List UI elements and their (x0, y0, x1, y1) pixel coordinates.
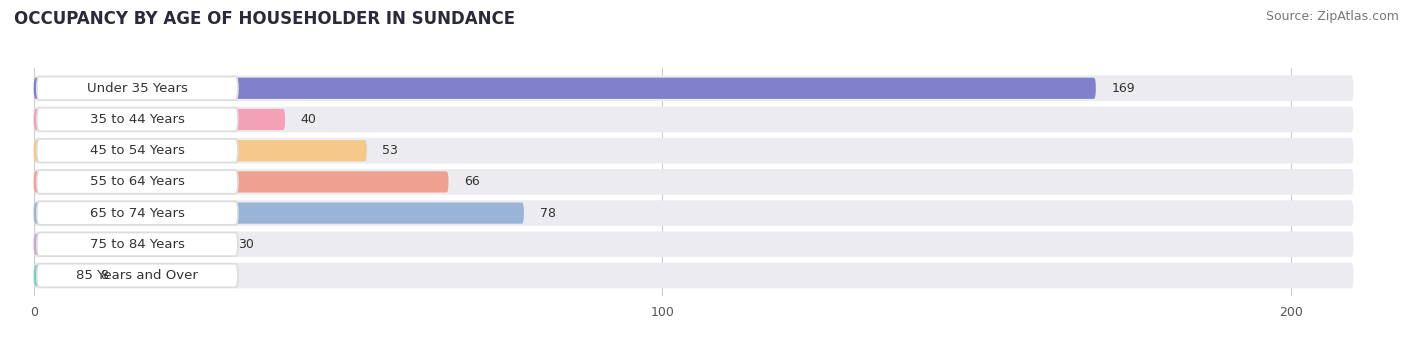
Text: 66: 66 (464, 175, 479, 188)
FancyBboxPatch shape (34, 171, 449, 192)
Text: 8: 8 (100, 269, 108, 282)
Text: 45 to 54 Years: 45 to 54 Years (90, 144, 184, 157)
FancyBboxPatch shape (37, 233, 238, 256)
FancyBboxPatch shape (37, 139, 238, 163)
FancyBboxPatch shape (34, 109, 285, 130)
FancyBboxPatch shape (34, 265, 84, 286)
Text: OCCUPANCY BY AGE OF HOUSEHOLDER IN SUNDANCE: OCCUPANCY BY AGE OF HOUSEHOLDER IN SUNDA… (14, 10, 515, 28)
FancyBboxPatch shape (34, 169, 1354, 195)
Text: 35 to 44 Years: 35 to 44 Years (90, 113, 184, 126)
Text: 85 Years and Over: 85 Years and Over (76, 269, 198, 282)
FancyBboxPatch shape (37, 264, 238, 287)
FancyBboxPatch shape (34, 234, 222, 255)
FancyBboxPatch shape (34, 138, 1354, 164)
FancyBboxPatch shape (34, 140, 367, 161)
FancyBboxPatch shape (37, 201, 238, 225)
Text: 78: 78 (540, 207, 555, 220)
Text: Under 35 Years: Under 35 Years (87, 82, 188, 95)
FancyBboxPatch shape (37, 76, 238, 100)
FancyBboxPatch shape (37, 170, 238, 194)
Text: 65 to 74 Years: 65 to 74 Years (90, 207, 184, 220)
FancyBboxPatch shape (34, 203, 524, 224)
FancyBboxPatch shape (34, 107, 1354, 132)
FancyBboxPatch shape (34, 263, 1354, 288)
Text: 75 to 84 Years: 75 to 84 Years (90, 238, 184, 251)
FancyBboxPatch shape (34, 75, 1354, 101)
FancyBboxPatch shape (37, 108, 238, 131)
Text: 30: 30 (238, 238, 254, 251)
FancyBboxPatch shape (34, 200, 1354, 226)
FancyBboxPatch shape (34, 232, 1354, 257)
Text: 40: 40 (301, 113, 316, 126)
Text: Source: ZipAtlas.com: Source: ZipAtlas.com (1265, 10, 1399, 23)
Text: 169: 169 (1112, 82, 1135, 95)
Text: 53: 53 (382, 144, 398, 157)
Text: 55 to 64 Years: 55 to 64 Years (90, 175, 184, 188)
FancyBboxPatch shape (34, 78, 1095, 99)
